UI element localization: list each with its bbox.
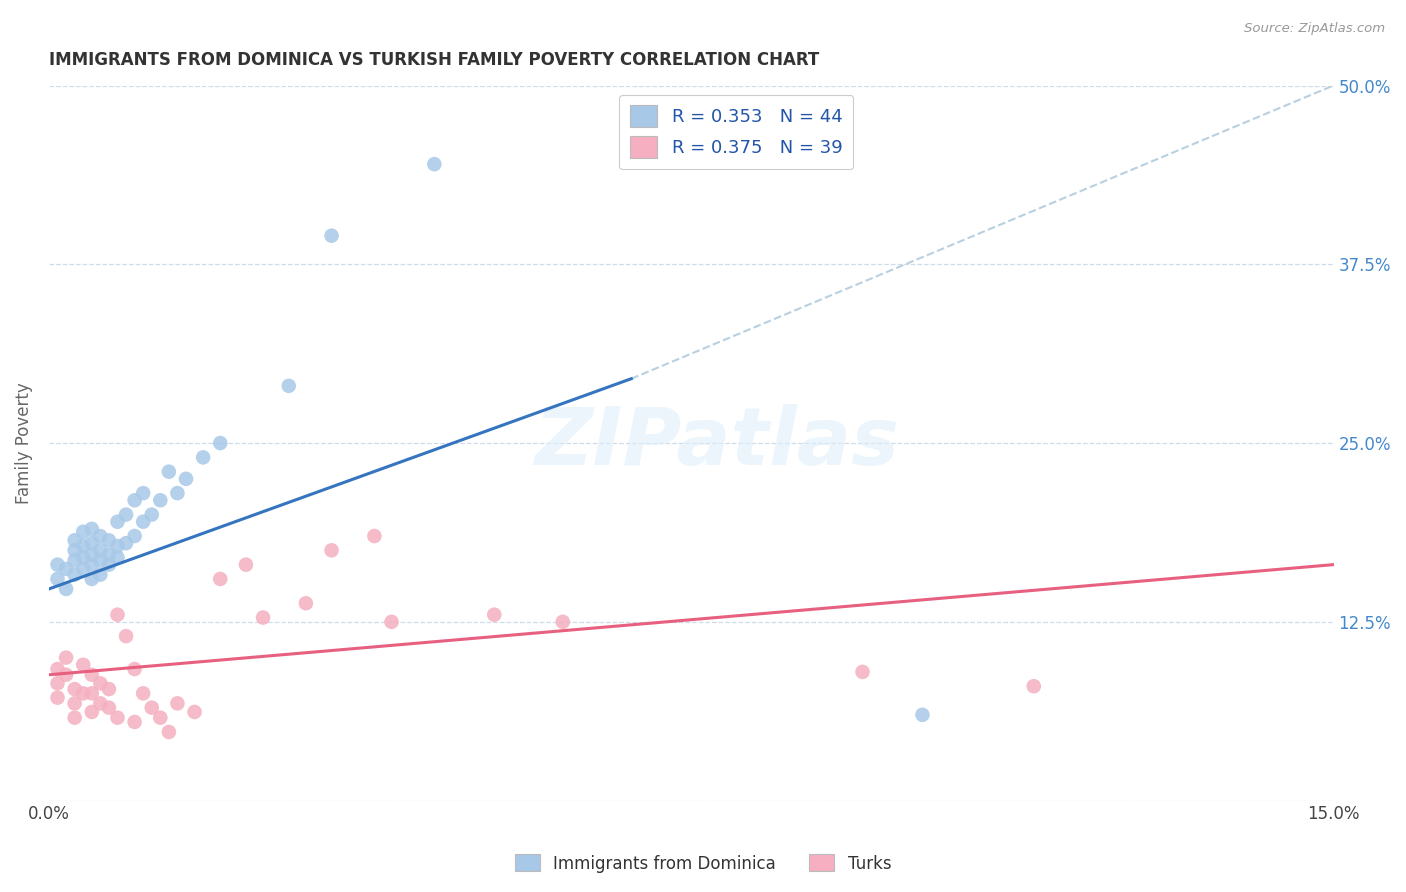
- Text: ZIPatlas: ZIPatlas: [534, 404, 900, 482]
- Y-axis label: Family Poverty: Family Poverty: [15, 382, 32, 504]
- Legend: Immigrants from Dominica, Turks: Immigrants from Dominica, Turks: [508, 847, 898, 880]
- Point: [141, 508, 163, 522]
- Point: [80, 548, 103, 562]
- Point: [321, 543, 343, 558]
- Point: [209, 572, 232, 586]
- Point: [157, 465, 180, 479]
- Point: [80, 522, 103, 536]
- Point: [1022, 679, 1045, 693]
- Point: [124, 714, 146, 729]
- Point: [157, 725, 180, 739]
- Point: [252, 610, 274, 624]
- Point: [132, 686, 155, 700]
- Point: [107, 515, 129, 529]
- Point: [132, 486, 155, 500]
- Point: [295, 596, 318, 610]
- Point: [97, 681, 120, 696]
- Point: [46, 676, 69, 690]
- Point: [80, 667, 103, 681]
- Point: [166, 486, 188, 500]
- Point: [72, 562, 94, 576]
- Point: [80, 536, 103, 550]
- Point: [55, 650, 77, 665]
- Point: [107, 539, 129, 553]
- Point: [321, 228, 343, 243]
- Point: [115, 536, 138, 550]
- Point: [63, 543, 86, 558]
- Point: [380, 615, 402, 629]
- Point: [97, 533, 120, 548]
- Point: [851, 665, 873, 679]
- Text: IMMIGRANTS FROM DOMINICA VS TURKISH FAMILY POVERTY CORRELATION CHART: IMMIGRANTS FROM DOMINICA VS TURKISH FAMI…: [49, 51, 820, 69]
- Point: [89, 543, 111, 558]
- Point: [63, 681, 86, 696]
- Point: [46, 558, 69, 572]
- Point: [72, 657, 94, 672]
- Point: [80, 686, 103, 700]
- Point: [97, 548, 120, 562]
- Point: [46, 662, 69, 676]
- Point: [141, 700, 163, 714]
- Point: [97, 700, 120, 714]
- Point: [89, 697, 111, 711]
- Point: [63, 697, 86, 711]
- Point: [89, 567, 111, 582]
- Point: [72, 550, 94, 565]
- Point: [277, 379, 299, 393]
- Point: [46, 572, 69, 586]
- Point: [63, 533, 86, 548]
- Point: [55, 562, 77, 576]
- Point: [80, 558, 103, 572]
- Point: [72, 524, 94, 539]
- Point: [209, 436, 232, 450]
- Point: [55, 667, 77, 681]
- Point: [72, 686, 94, 700]
- Point: [166, 697, 188, 711]
- Point: [46, 690, 69, 705]
- Point: [97, 558, 120, 572]
- Point: [484, 607, 506, 622]
- Point: [363, 529, 385, 543]
- Point: [55, 582, 77, 596]
- Text: Source: ZipAtlas.com: Source: ZipAtlas.com: [1244, 22, 1385, 36]
- Point: [174, 472, 197, 486]
- Point: [183, 705, 205, 719]
- Point: [89, 553, 111, 567]
- Point: [63, 553, 86, 567]
- Point: [107, 550, 129, 565]
- Point: [107, 607, 129, 622]
- Point: [423, 157, 446, 171]
- Point: [89, 676, 111, 690]
- Point: [149, 711, 172, 725]
- Point: [191, 450, 214, 465]
- Point: [80, 572, 103, 586]
- Point: [115, 629, 138, 643]
- Point: [124, 493, 146, 508]
- Point: [124, 662, 146, 676]
- Point: [911, 707, 934, 722]
- Point: [63, 711, 86, 725]
- Point: [132, 515, 155, 529]
- Point: [235, 558, 257, 572]
- Point: [80, 705, 103, 719]
- Point: [107, 711, 129, 725]
- Point: [551, 615, 574, 629]
- Point: [149, 493, 172, 508]
- Legend: R = 0.353   N = 44, R = 0.375   N = 39: R = 0.353 N = 44, R = 0.375 N = 39: [619, 95, 853, 169]
- Point: [72, 539, 94, 553]
- Point: [115, 508, 138, 522]
- Point: [124, 529, 146, 543]
- Point: [89, 529, 111, 543]
- Point: [63, 567, 86, 582]
